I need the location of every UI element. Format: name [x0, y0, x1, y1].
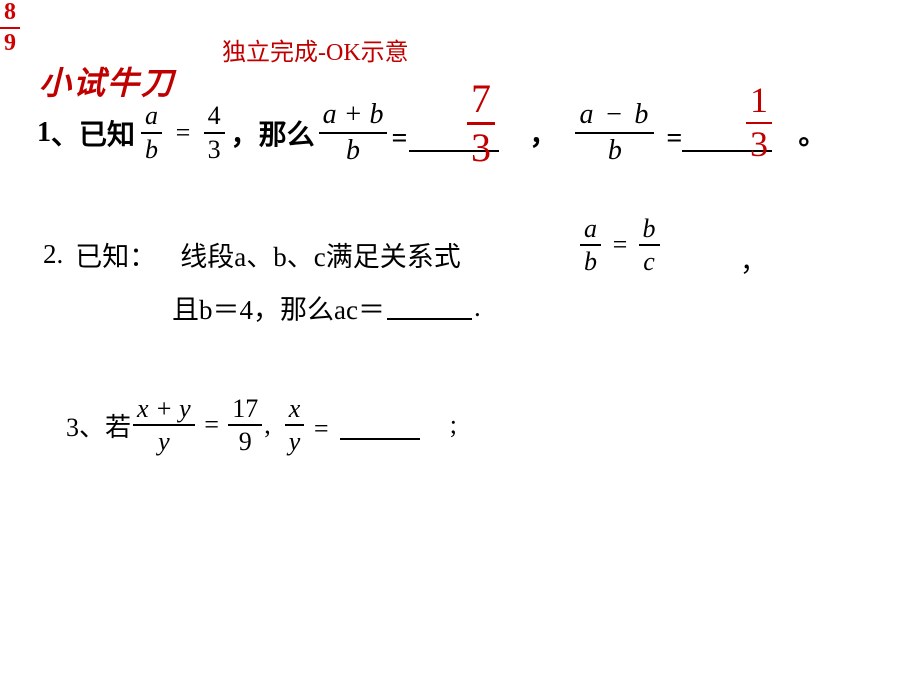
fraction-bar: [580, 244, 601, 246]
equals-sign: =: [666, 123, 682, 155]
q3-if: 若: [105, 407, 131, 444]
q2-line2-text: 且b＝4，那么ac＝: [172, 288, 385, 327]
q2-number: 2.: [43, 239, 63, 270]
q3-blank: [340, 418, 420, 440]
equals-sign: =: [611, 230, 629, 260]
equals-sign: =: [391, 123, 407, 155]
equals-sign: =: [203, 410, 221, 440]
q1-expr1-den: b: [342, 136, 364, 165]
q1-expr2-num: a − b: [575, 100, 654, 129]
question-3: 3、 若 x + y y = 17 9 , x y = ;: [66, 395, 457, 456]
question-1: 1 、已知 a b = 4 3 ，那么 a + b b = ， a − b b …: [37, 95, 826, 170]
q2-period: .: [474, 292, 481, 323]
q1-given-rhs: 4 3: [204, 102, 225, 163]
fraction-bar: [141, 132, 162, 134]
q2-rhs-den: c: [639, 248, 659, 275]
equals-sign: =: [312, 414, 330, 444]
q1-given-den: b: [141, 136, 162, 163]
q3-rhs1-num: 17: [228, 395, 262, 422]
q3-lhs2: x y: [285, 395, 305, 456]
fraction-bar: [228, 424, 262, 426]
q3-lhs1-num: x + y: [133, 395, 195, 422]
fraction-bar: [0, 27, 20, 29]
q1-given-lhs: a b: [141, 102, 162, 163]
fraction-bar: [285, 424, 305, 426]
q1-expr1: a + b b: [319, 100, 388, 165]
equals-sign: =: [174, 118, 192, 148]
q3-answer: 8 9: [0, 0, 20, 56]
q3-lhs1: x + y y: [133, 395, 195, 456]
q2-lhs-den: b: [580, 248, 601, 275]
question-2-line2: 且b＝4，那么ac＝ .: [172, 288, 481, 327]
q3-lhs2-den: y: [285, 428, 305, 455]
q2-eq-lhs: a b: [580, 215, 601, 276]
q1-number: 1: [37, 117, 51, 149]
ans1b-num: 1: [746, 82, 772, 120]
q1-known-label: 、已知: [51, 113, 135, 153]
q3-lhs1-den: y: [154, 428, 174, 455]
q1-then: ，那么: [231, 113, 315, 153]
fraction-bar: [319, 132, 388, 134]
q3-rhs1: 17 9: [228, 395, 262, 456]
header-note: 独立完成-OK示意: [222, 32, 409, 67]
q1-expr1-num: a + b: [319, 100, 388, 129]
q1-expr2: a − b b: [575, 100, 654, 165]
fraction-bar: [204, 132, 225, 134]
ans1a-num: 7: [467, 78, 495, 120]
q2-equation: a b = b c: [580, 215, 660, 276]
q1-expr2-den: b: [604, 136, 626, 165]
q3-number: 3、: [66, 407, 105, 444]
q2-comma: ，: [740, 240, 767, 279]
q2-blank: [387, 296, 472, 320]
ans1a-den: 3: [467, 127, 495, 169]
comma: ,: [264, 410, 271, 440]
q2-rhs-num: b: [639, 215, 660, 242]
question-2-line1: 2. 已知： 线段a、b、c满足关系式: [43, 235, 461, 274]
q1-rhs-num: 4: [204, 102, 225, 129]
q3-lhs2-num: x: [285, 395, 305, 422]
q2-known: 已知：: [75, 235, 156, 274]
comma: ，: [529, 113, 557, 153]
q1-rhs-den: 3: [204, 136, 225, 163]
fraction-bar: [575, 132, 654, 134]
ans3-den: 9: [0, 31, 20, 56]
q3-rhs1-den: 9: [235, 428, 256, 455]
q2-lhs-num: a: [580, 215, 601, 242]
q2-text1: 线段a、b、c满足关系式: [180, 235, 460, 274]
q2-eq-rhs: b c: [639, 215, 660, 276]
semicolon: ;: [450, 410, 457, 440]
fraction-bar: [639, 244, 660, 246]
q1-given-num: a: [141, 102, 162, 129]
fraction-bar: [133, 424, 195, 426]
q1-answer-2: 1 3: [746, 82, 772, 164]
ans3-num: 8: [0, 0, 20, 25]
q1-answer-1: 7 3: [467, 78, 495, 169]
period: 。: [798, 113, 826, 153]
ans1b-den: 3: [746, 126, 772, 164]
